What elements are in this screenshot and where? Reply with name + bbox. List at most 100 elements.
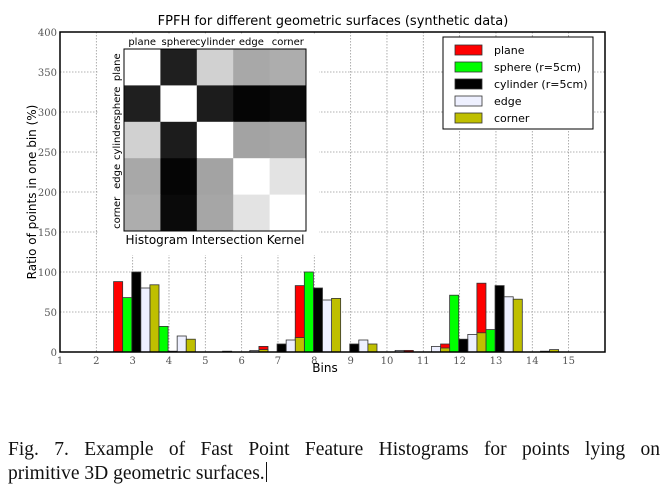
heatmap-cell [160,49,198,86]
bar [185,338,196,353]
bar [467,333,478,353]
svg-text:plane: plane [112,53,123,81]
bar [512,298,523,353]
heatmap-cell [269,194,307,232]
caption-line-1: Fig. 7. Example of Fast Point Feature Hi… [8,439,660,460]
bar [358,339,369,353]
heatmap-cell [196,85,234,123]
svg-text:250: 250 [38,148,57,159]
caption-line-2: primitive 3D geometric surfaces. [8,462,267,484]
bar [122,297,133,353]
heatmap-cell [124,158,161,196]
bar [158,325,169,353]
heatmap-cell [160,121,198,159]
svg-text:4: 4 [166,356,172,367]
plot-frame [59,31,606,353]
legend-swatch [454,61,483,73]
heatmap-cell [233,158,271,196]
svg-text:cylinder: cylinder [195,37,236,48]
legend: plane sphere (r=5cm) cylinder (r=5cm) edge c… [442,36,594,130]
svg-text:0: 0 [51,348,57,359]
legend-label: plane [494,44,525,57]
svg-text:1: 1 [57,356,63,367]
heatmap-cell [124,85,161,123]
heatmap-cell [124,49,161,86]
svg-text:sphere: sphere [112,87,123,121]
heatmap-cell [269,85,307,123]
heatmap-cell [196,121,234,159]
bar [113,281,124,353]
svg-text:edge: edge [112,164,123,189]
svg-text:cylinder: cylinder [112,119,123,160]
bar [131,271,142,353]
y-axis-label: Ratio of points in one bin (%) [25,105,39,280]
bar [503,296,514,353]
bar [331,297,342,353]
svg-text:9: 9 [347,356,353,367]
svg-text:100: 100 [38,268,57,279]
svg-text:150: 150 [38,228,57,239]
heatmap-cell [160,85,198,123]
svg-text:sphere: sphere [162,37,196,48]
heatmap-cell [196,49,234,86]
svg-text:15: 15 [562,356,575,367]
inset-heatmap: plane sphere cylinder edge corner planespher… [99,35,319,255]
bar [431,345,441,353]
svg-text:13: 13 [490,356,503,367]
bar [449,294,460,353]
heatmap-frame [123,48,307,232]
heatmap-cell [124,121,161,159]
heatmap-cell [269,158,307,196]
svg-text:200: 200 [38,188,57,199]
svg-text:7: 7 [275,356,281,367]
svg-text:350: 350 [38,68,57,79]
svg-text:12: 12 [453,356,466,367]
bar [349,343,360,353]
svg-text:400: 400 [38,28,57,39]
svg-text:plane: plane [128,37,156,48]
heatmap-cell [196,194,234,232]
svg-text:5: 5 [202,356,208,367]
svg-text:corner: corner [112,196,123,229]
bar [149,284,160,353]
svg-text:8: 8 [311,356,317,367]
heatmap-column-labels: plane sphere cylinder edge corner [128,37,304,48]
bar [322,299,332,353]
svg-text:50: 50 [44,308,57,319]
x-axis-label: Bins [312,361,337,375]
heatmap-cell [269,121,307,159]
svg-text:10: 10 [381,356,394,367]
bar [313,287,323,353]
legend-label: corner [494,112,530,125]
heatmap-cell [124,194,161,232]
bar [140,287,151,353]
bar [303,271,314,353]
heatmap-cell [233,121,271,159]
svg-text:corner: corner [272,37,305,48]
legend-swatch [454,112,483,124]
chart-title: FPFH for different geometric surfaces (s… [158,14,509,29]
bar [285,339,296,353]
text-cursor [265,462,267,482]
heatmap-cell [160,158,198,196]
bar [367,343,378,353]
bar [476,332,487,353]
legend-label: sphere (r=5cm) [494,61,581,74]
heatmap-cell [196,158,234,196]
svg-text:2: 2 [93,356,99,367]
svg-text:3: 3 [129,356,135,367]
bar [458,338,469,353]
svg-text:14: 14 [526,356,539,367]
bar [485,329,496,353]
legend-swatch [454,95,483,107]
bar [276,343,287,353]
bar [294,337,305,353]
heatmap-cell [233,49,271,86]
svg-text:edge: edge [239,37,264,48]
svg-text:300: 300 [38,108,57,119]
bar [494,285,505,353]
heatmap-cell [233,194,271,232]
svg-text:11: 11 [417,356,430,367]
